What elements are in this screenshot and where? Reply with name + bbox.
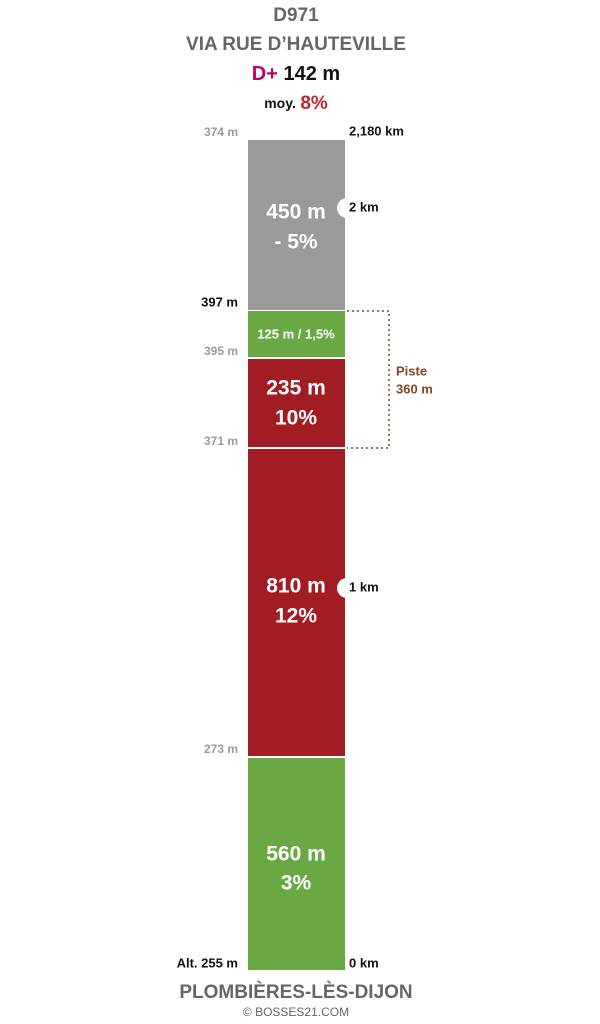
altitude: 371 m bbox=[204, 434, 238, 448]
distance: 0 km bbox=[349, 955, 379, 970]
segment-grade: 10% bbox=[275, 407, 317, 430]
segment bbox=[248, 140, 345, 310]
credit: © BOSSES21.COM bbox=[243, 1005, 349, 1019]
distance: 2 km bbox=[349, 199, 379, 214]
segment-label: 125 m / 1,5% bbox=[257, 326, 335, 341]
segment bbox=[248, 311, 345, 357]
piste-bracket bbox=[347, 310, 390, 449]
altitude: 397 m bbox=[201, 294, 238, 309]
altitude: 395 m bbox=[204, 344, 238, 358]
piste-label: Piste bbox=[396, 363, 427, 378]
distance: 1 km bbox=[349, 579, 379, 594]
segment-grade: 12% bbox=[275, 605, 317, 628]
altitude: 374 m bbox=[204, 125, 238, 139]
segment-length: 560 m bbox=[266, 843, 326, 866]
gain: 142 m bbox=[283, 63, 340, 85]
segment-length: 810 m bbox=[266, 575, 326, 598]
notch bbox=[337, 198, 357, 218]
avg: 8% bbox=[300, 93, 328, 114]
segment-grade: - 5% bbox=[274, 231, 318, 254]
piste-length: 360 m bbox=[396, 381, 433, 396]
altitude: Alt. 255 m bbox=[177, 955, 238, 970]
notch bbox=[337, 578, 357, 598]
avg-label: moy. bbox=[264, 95, 296, 111]
segment bbox=[248, 758, 345, 970]
road: D971 bbox=[273, 5, 319, 26]
gain-label: D+ bbox=[252, 63, 278, 85]
route: VIA RUE D’HAUTEVILLE bbox=[186, 34, 406, 55]
altitude: 273 m bbox=[204, 742, 238, 756]
distance: 2,180 km bbox=[349, 123, 404, 138]
place: PLOMBIÈRES-LÈS-DIJON bbox=[179, 981, 412, 1003]
gain-line: D+ 142 m bbox=[252, 63, 340, 85]
segment-length: 235 m bbox=[266, 377, 326, 400]
segment-length: 450 m bbox=[266, 201, 326, 224]
segment bbox=[248, 449, 345, 756]
segment-grade: 3% bbox=[281, 872, 312, 895]
segment bbox=[248, 359, 345, 447]
avg-line: moy. 8% bbox=[264, 93, 328, 114]
